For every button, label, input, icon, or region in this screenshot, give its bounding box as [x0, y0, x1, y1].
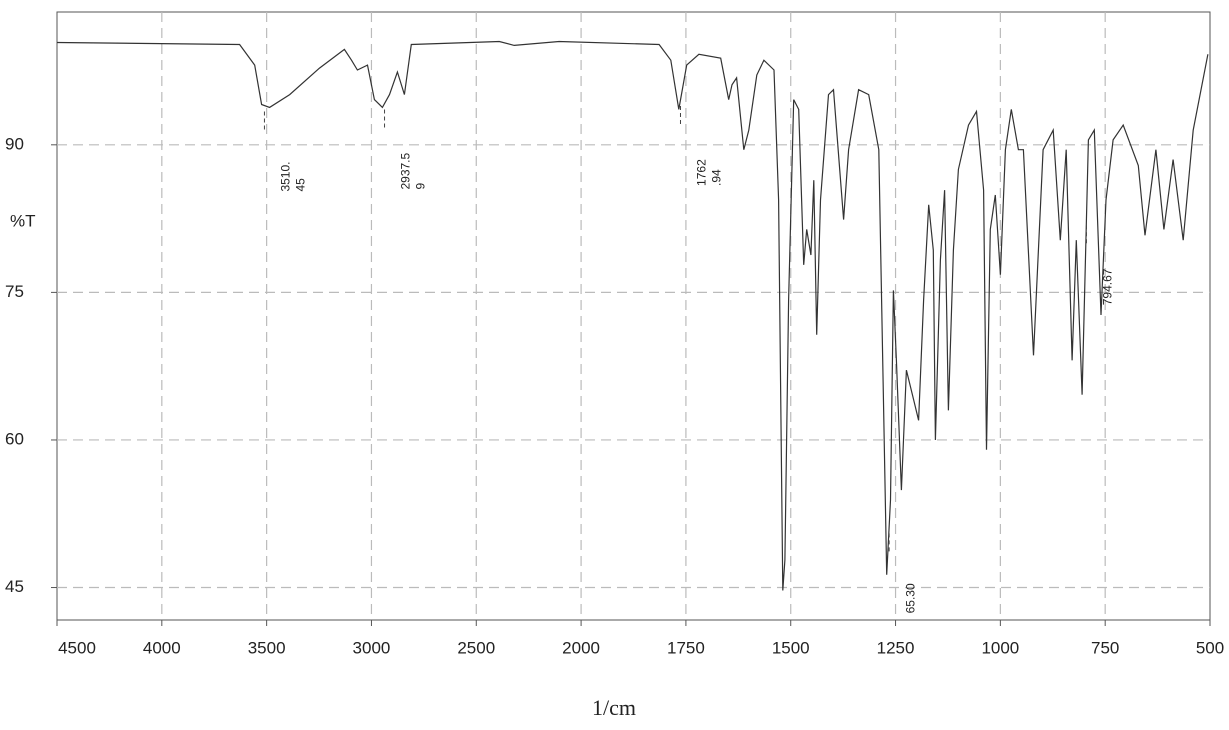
peak-label: 794.67: [1101, 268, 1115, 305]
y-tick-label: 60: [5, 429, 24, 448]
y-axis-label: %T: [10, 211, 36, 230]
peak-label: 3510.: [279, 162, 293, 192]
y-tick-label: 75: [5, 282, 24, 301]
plot-frame: [56, 11, 1211, 621]
x-tick-label: 2000: [562, 638, 600, 657]
peak-label: 9: [414, 183, 428, 190]
peak-label: 2937.5: [399, 152, 413, 189]
peak-label: .94: [710, 169, 724, 186]
x-tick-label: 1500: [772, 638, 810, 657]
x-tick-label: 4000: [143, 638, 181, 657]
x-tick-label: 3000: [353, 638, 391, 657]
x-tick-label: 1750: [667, 638, 705, 657]
peak-label: 65.30: [903, 583, 917, 613]
x-tick-label: 2500: [457, 638, 495, 657]
y-tick-label: 90: [5, 134, 24, 153]
x-tick-label: 3500: [248, 638, 286, 657]
y-tick-label: 45: [5, 577, 24, 596]
x-tick-label: 4500: [58, 638, 96, 657]
x-tick-label: 750: [1091, 638, 1119, 657]
x-tick-label: 500: [1196, 638, 1224, 657]
x-axis-label: 1/cm: [592, 695, 636, 720]
peak-label: 45: [294, 178, 308, 192]
x-tick-label: 1250: [877, 638, 915, 657]
peak-label: 1762: [695, 159, 709, 186]
spectrum-line: [56, 40, 1209, 591]
x-tick-label: 1000: [981, 638, 1019, 657]
